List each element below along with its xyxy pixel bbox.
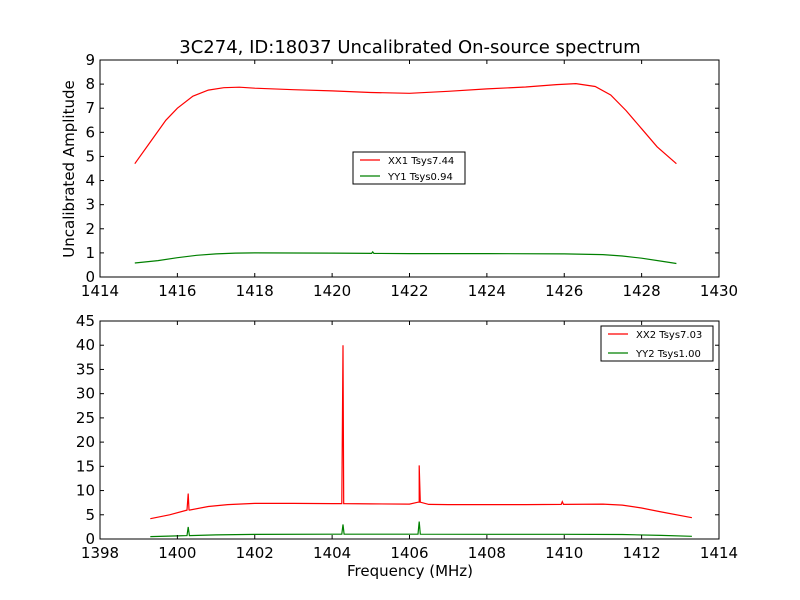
top-series-line-2 [134, 250, 677, 265]
bottom-x-tick-label: 1408 [468, 544, 506, 562]
bottom-legend-box [600, 325, 714, 362]
bottom-x-tick-label: 1400 [158, 544, 196, 562]
bottom-x-tick-label: 1402 [236, 544, 274, 562]
top-series-group [134, 82, 677, 265]
top-x-tick-label: 1424 [468, 282, 506, 300]
top-x-tick-label: 1416 [158, 282, 196, 300]
bottom-y-tick-label: 35 [76, 360, 95, 378]
top-series-line-1 [134, 82, 677, 165]
top-x-tick-label: 1418 [236, 282, 274, 300]
bottom-plot: 1398 1400 1402 1404 1406 1408 1410 1412 1414 0 5 10… [76, 312, 738, 562]
top-y-tick-label: 9 [85, 51, 95, 69]
bottom-x-tick-label: 1398 [81, 544, 119, 562]
bottom-x-tick-label: 1410 [545, 544, 583, 562]
top-legend-label-2: YY1 Tsys0.94 [387, 172, 453, 183]
bottom-x-axis-label: Frequency (MHz) [347, 562, 473, 580]
bottom-y-tick-label: 0 [85, 530, 95, 548]
top-x-tick-label: 1414 [81, 282, 119, 300]
bottom-series-line-1 [150, 345, 693, 520]
top-y-tick-label: 6 [85, 123, 95, 141]
bottom-y-tick-label: 20 [76, 433, 95, 451]
top-y-tick-label: 0 [85, 268, 95, 286]
bottom-x-tick-label: 1406 [390, 544, 428, 562]
bottom-y-tick-label: 25 [76, 409, 95, 427]
bottom-series-group [150, 345, 693, 538]
bottom-y-tick-label: 10 [76, 482, 95, 500]
bottom-x-tick-label: 1414 [700, 544, 738, 562]
bottom-series-line-2 [150, 521, 692, 538]
top-legend: XX1 Tsys7.44 YY1 Tsys0.94 [352, 151, 466, 185]
top-y-tick-label: 4 [85, 172, 95, 190]
top-x-tick-label: 1422 [390, 282, 428, 300]
chart-title: 3C274, ID:18037 Uncalibrated On-source s… [179, 37, 640, 58]
top-x-tick-label: 1428 [623, 282, 661, 300]
top-y-tick-label: 3 [85, 196, 95, 214]
top-x-tick-label: 1430 [700, 282, 738, 300]
top-x-tick-label: 1420 [313, 282, 351, 300]
top-y-axis-label: Uncalibrated Amplitude [60, 80, 78, 257]
bottom-y-tick-label: 30 [76, 385, 95, 403]
top-y-tick-label: 7 [85, 99, 95, 117]
bottom-legend-label-2: YY2 Tsys1.00 [635, 349, 701, 360]
top-x-tick-label: 1426 [545, 282, 583, 300]
top-legend-label-1: XX1 Tsys7.44 [388, 156, 454, 167]
bottom-y-tick-label: 45 [76, 312, 95, 330]
bottom-x-tick-label: 1412 [623, 544, 661, 562]
bottom-legend-label-1: XX2 Tsys7.03 [636, 330, 702, 341]
top-legend-box [352, 151, 466, 185]
top-y-tick-label: 2 [85, 220, 95, 238]
bottom-x-tick-label: 1404 [313, 544, 351, 562]
top-y-tick-label: 1 [85, 244, 95, 262]
bottom-legend: XX2 Tsys7.03 YY2 Tsys1.00 [600, 325, 714, 362]
bottom-y-tick-label: 40 [76, 336, 95, 354]
bottom-y-tick-label: 15 [76, 457, 95, 475]
top-plot: 1414 1416 1418 1420 1422 1424 1426 1428 1430 0 1 2 3… [81, 51, 738, 300]
top-y-tick-label: 5 [85, 147, 95, 165]
top-y-tick-label: 8 [85, 75, 95, 93]
bottom-y-tick-label: 5 [85, 506, 95, 524]
